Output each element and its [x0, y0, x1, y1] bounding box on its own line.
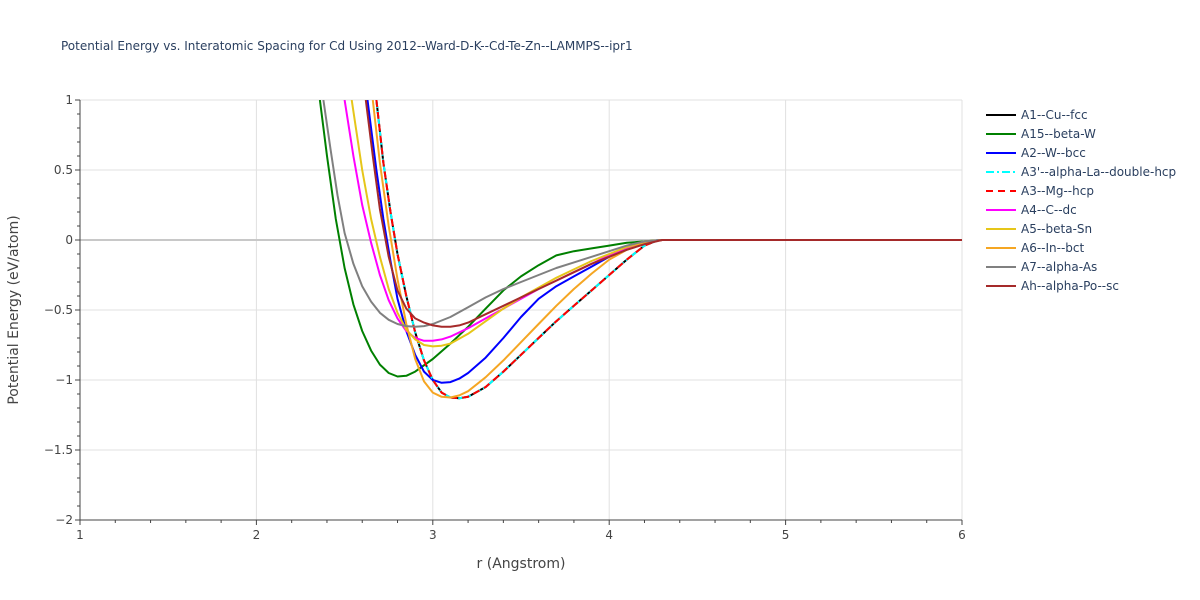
series-line: [318, 100, 962, 378]
y-tick-label: −1: [55, 373, 73, 387]
legend-item[interactable]: A15--beta-W: [986, 127, 1096, 141]
y-tick-label: −0.5: [44, 303, 73, 317]
y-tick-label: 0.5: [54, 163, 73, 177]
x-tick-label: 1: [76, 528, 84, 542]
legend-label: A5--beta-Sn: [1021, 222, 1092, 236]
legend-label: A4--C--dc: [1021, 203, 1077, 217]
x-axis-title: r (Angstrom): [477, 556, 566, 572]
legend-label: A7--alpha-As: [1021, 260, 1097, 274]
legend[interactable]: A1--Cu--fcc A15--beta-W A2--W--bcc A3'--alp…: [986, 108, 1176, 293]
x-tick-label: 5: [782, 528, 790, 542]
x-tick-label: 3: [429, 528, 437, 542]
legend-item[interactable]: A3'--alpha-La--double-hcp: [986, 165, 1176, 179]
series-line: [350, 100, 962, 348]
x-tick-label: 4: [605, 528, 613, 542]
legend-label: A15--beta-W: [1021, 127, 1096, 141]
x-tick-label: 2: [253, 528, 261, 542]
axes: [75, 99, 963, 525]
chart-title: Potential Energy vs. Interatomic Spacing…: [61, 39, 633, 53]
legend-label: A3--Mg--hcp: [1021, 184, 1094, 198]
legend-label: Ah--alpha-Po--sc: [1021, 279, 1119, 293]
y-tick-label: −2: [55, 513, 73, 527]
legend-item[interactable]: A5--beta-Sn: [986, 222, 1092, 236]
series-line: [375, 100, 962, 400]
series-line: [343, 100, 962, 342]
x-tick-label: 6: [958, 528, 966, 542]
legend-label: A1--Cu--fcc: [1021, 108, 1088, 122]
y-axis-title: Potential Energy (eV/atom): [6, 215, 22, 404]
series-lines: [318, 100, 962, 400]
legend-label: A2--W--bcc: [1021, 146, 1086, 160]
series-line: [375, 100, 962, 400]
series-line: [375, 100, 962, 400]
tick-labels: 1 2 3 4 5 6 −2 −1.5 −1 −0.5 0 0.5 1: [44, 93, 966, 542]
y-tick-label: −1.5: [44, 443, 73, 457]
legend-item[interactable]: A1--Cu--fcc: [986, 108, 1088, 122]
legend-item[interactable]: A2--W--bcc: [986, 146, 1086, 160]
series-line: [322, 100, 962, 328]
legend-item[interactable]: A3--Mg--hcp: [986, 184, 1094, 198]
series-line: [364, 100, 962, 328]
y-tick-label: 1: [65, 93, 73, 107]
legend-label: A3'--alpha-La--double-hcp: [1021, 165, 1176, 179]
grid-lines: [80, 99, 963, 521]
legend-item[interactable]: A4--C--dc: [986, 203, 1077, 217]
y-tick-label: 0: [65, 233, 73, 247]
series-line: [371, 100, 962, 399]
legend-item[interactable]: A7--alpha-As: [986, 260, 1097, 274]
legend-label: A6--In--bct: [1021, 241, 1085, 255]
legend-item[interactable]: Ah--alpha-Po--sc: [986, 279, 1119, 293]
legend-item[interactable]: A6--In--bct: [986, 241, 1085, 255]
